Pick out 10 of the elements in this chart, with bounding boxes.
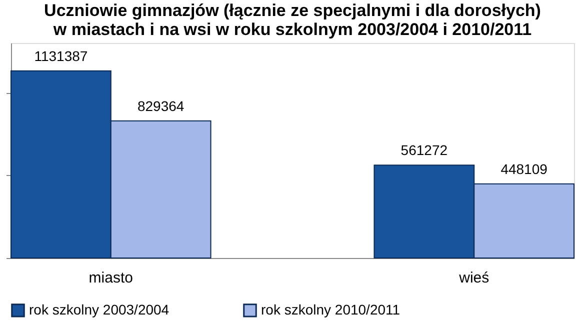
text: Uczniowie gimnazjów (łącznie ze specjalnymi i dla dorosłych) xyxy=(44,1,541,20)
x-tick-label: miasto xyxy=(88,270,133,286)
data-label: 829364 xyxy=(137,98,184,114)
data-label: 1131387 xyxy=(34,48,88,64)
data-label: 448109 xyxy=(500,160,548,177)
data-label: 561272 xyxy=(400,142,448,158)
x-tick-label: wieś xyxy=(458,270,490,286)
legend-label: rok szkolny 2003/2004 xyxy=(29,301,170,318)
legend-label: rok szkolny 2010/2011 xyxy=(261,301,400,318)
text: w miastach i na wsi w roku szkolnym 2003/2004 i 2010/2011 xyxy=(53,20,532,39)
